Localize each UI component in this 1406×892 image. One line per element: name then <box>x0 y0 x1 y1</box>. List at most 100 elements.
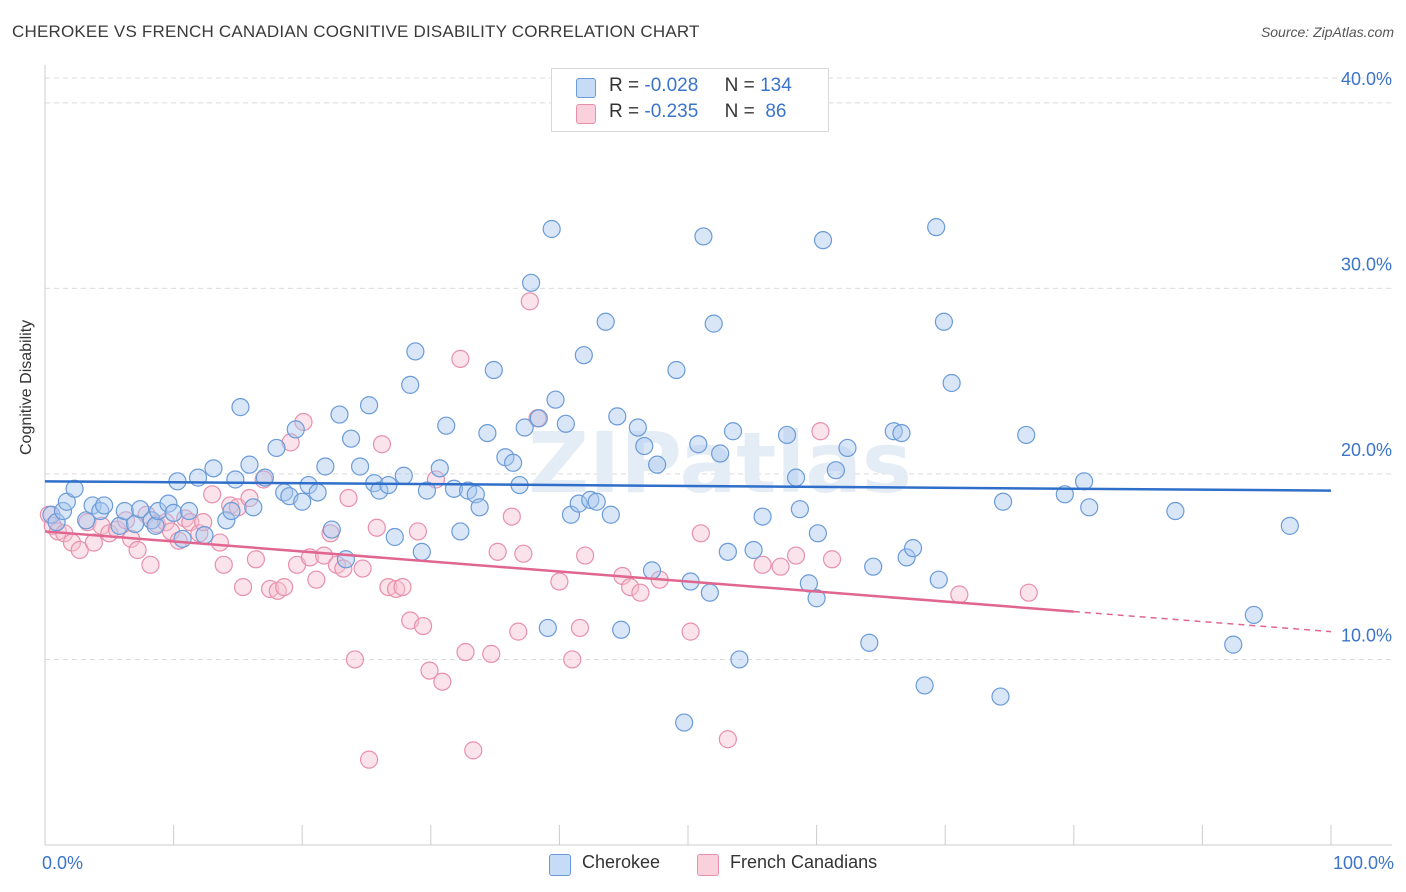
cherokee-point <box>308 483 327 502</box>
french-canadians-legend-label: French Canadians <box>730 852 878 872</box>
cherokee-point <box>359 396 379 415</box>
y-tick-label: 20.0% <box>1341 440 1392 460</box>
cherokee-point <box>897 548 916 567</box>
cherokee-point <box>718 542 737 561</box>
cherokee-point <box>204 459 223 478</box>
cherokee-point <box>694 227 713 246</box>
cherokee-point <box>1166 501 1185 521</box>
cherokee-point <box>95 496 114 515</box>
legend-r-label: R = <box>609 101 640 122</box>
french-canadians-point <box>70 540 89 560</box>
french-canadians-point <box>141 555 160 574</box>
french-canadians-point <box>1019 583 1038 602</box>
legend-r-value: -0.235 <box>644 101 699 122</box>
cherokee-point <box>700 583 719 602</box>
french-canadians-point <box>386 579 406 599</box>
french-canadians-point <box>413 616 433 636</box>
cherokee-point <box>601 505 620 524</box>
cherokee-point <box>47 513 66 532</box>
cherokee-point <box>635 436 654 456</box>
french-canadians-point <box>482 644 501 663</box>
french-canadians-point <box>718 730 737 749</box>
cherokee-point <box>522 273 541 292</box>
french-canadians-point <box>456 642 475 662</box>
cherokee-point <box>838 438 857 458</box>
cherokee-point <box>807 589 826 608</box>
french-canadians-point <box>631 583 650 602</box>
axes <box>44 65 1392 846</box>
cherokee-point <box>1224 635 1243 654</box>
y-tick-label: 10.0% <box>1341 625 1392 645</box>
source-credit: Source: ZipAtlas.com <box>1260 24 1394 40</box>
french-canadians-point <box>451 349 470 368</box>
trend-lines <box>44 480 1332 633</box>
cherokee-point <box>574 346 593 365</box>
cherokee-point <box>529 409 548 428</box>
french-canadians-point <box>408 522 428 541</box>
cherokee-point <box>322 520 341 539</box>
correlation-legend: R = -0.028 N = 134 R = -0.235 N = 86 <box>551 68 829 132</box>
cherokee-point <box>222 501 241 521</box>
french-canadians-point <box>576 546 595 565</box>
cherokee-point <box>723 422 743 441</box>
french-canadians-point <box>433 672 452 691</box>
cherokee-point <box>286 420 305 439</box>
cherokee-point <box>596 312 615 331</box>
french-canadians-point <box>307 570 326 589</box>
cherokee-point <box>864 557 883 576</box>
cherokee-point <box>394 466 413 485</box>
x-tick-label: 100.0% <box>1333 853 1394 873</box>
cherokee-point <box>341 429 361 448</box>
french-canadians-point <box>822 550 842 569</box>
french-canadians-point <box>294 412 313 432</box>
gridlines <box>45 77 1391 660</box>
cherokee-point <box>226 470 245 489</box>
cherokee-point <box>146 516 165 535</box>
french-canadians-point <box>275 577 294 597</box>
french-canadians-point <box>753 555 772 574</box>
legend-n-value: 86 <box>760 101 787 122</box>
cherokee-point <box>667 360 686 380</box>
cherokee-point <box>412 542 431 561</box>
french-canadians-point <box>488 542 507 561</box>
cherokee-point <box>1244 605 1263 625</box>
cherokee-point <box>744 540 763 560</box>
cherokee-point <box>316 457 335 476</box>
cherokee-point <box>991 687 1010 706</box>
cherokee-point <box>179 501 199 521</box>
french-canadians-point <box>509 622 528 641</box>
cherokee-point <box>53 501 73 521</box>
cherokee-point <box>915 676 934 695</box>
x-tick-label: 0.0% <box>42 853 83 873</box>
cherokee-point <box>293 492 312 511</box>
cherokee-point <box>711 444 730 463</box>
french-canadians-point <box>771 557 790 576</box>
y-tick-label: 40.0% <box>1341 69 1392 89</box>
cherokee-point <box>569 494 588 513</box>
french-canadians-trend-extension <box>1073 610 1332 633</box>
cherokee-point <box>813 231 833 250</box>
cherokee-point <box>504 453 523 472</box>
cherokee-point <box>406 342 425 361</box>
cherokee-point <box>1080 498 1099 517</box>
cherokee-series <box>42 218 1299 732</box>
y-tick-label: 30.0% <box>1341 254 1392 274</box>
french-canadians-point <box>681 622 700 641</box>
cherokee-point <box>401 375 420 394</box>
cherokee-point <box>786 468 806 487</box>
french-canadians-point <box>950 585 969 604</box>
cherokee-point <box>704 314 723 333</box>
cherokee-point <box>892 423 911 443</box>
legend-n-label: N = <box>724 101 755 122</box>
cherokee-point <box>826 461 845 480</box>
cherokee-point <box>470 498 489 517</box>
cherokee-point <box>195 526 214 545</box>
french-canadians-point <box>514 544 533 563</box>
cherokee-trend-line <box>44 480 1332 492</box>
cherokee-point <box>612 620 631 639</box>
cherokee-point <box>538 618 557 638</box>
cherokee-point <box>240 455 259 474</box>
cherokee-point <box>430 459 449 478</box>
french-canadians-point <box>233 577 253 597</box>
